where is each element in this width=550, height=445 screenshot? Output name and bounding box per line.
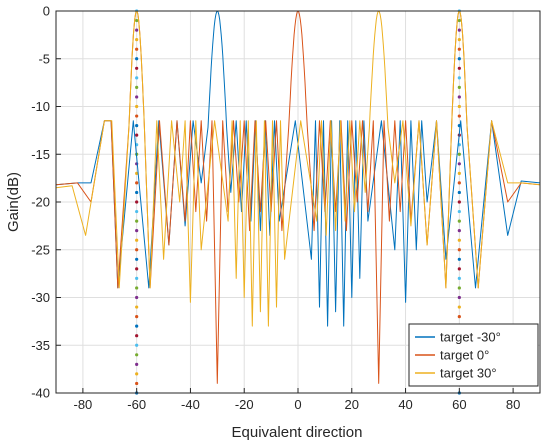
marker-dot [135,76,139,80]
marker-dot [135,66,139,70]
legend-entry: target 0° [440,348,489,363]
marker-dot [457,76,461,80]
marker-dot [135,353,139,357]
marker-dot [135,295,139,300]
marker-dot [135,95,139,99]
y-tick-label: 0 [43,4,50,19]
marker-dot [135,286,139,290]
marker-dot [457,66,461,70]
series-line [55,10,541,327]
marker-dot [457,267,461,271]
marker-dot [135,133,139,137]
marker-dot [135,381,139,386]
x-axis-label: Equivalent direction [232,424,363,441]
marker-dot [135,267,139,271]
marker-dot [135,209,139,214]
marker-dot [135,257,139,261]
marker-dot [135,28,139,32]
marker-dot [135,190,139,195]
marker-dot [135,238,139,242]
marker-dot [457,18,461,23]
y-tick-label: -5 [38,51,50,66]
y-tick-label: -20 [31,195,50,210]
x-tick-label: -20 [235,397,254,412]
marker-dot [135,47,139,51]
marker-dot [457,152,461,156]
marker-dot [457,38,461,42]
legend-entry: target -30° [440,330,501,345]
marker-dot [457,190,461,195]
marker-lines [135,9,461,395]
marker-dot [457,315,461,319]
legend-entry: target 30° [440,366,497,381]
y-tick-label: -30 [31,290,50,305]
marker-dot [457,171,461,175]
marker-dot [457,286,461,290]
marker-dot [457,219,461,223]
marker-dot [135,334,139,338]
y-tick-label: -10 [31,99,50,114]
marker-dot [457,85,461,89]
y-tick-label: -25 [31,242,50,257]
marker-dot [457,57,461,61]
marker-dot [457,28,461,32]
legend: target -30° target 0° target 30° [408,323,539,387]
marker-dot [135,229,139,233]
x-tick-label: 80 [506,397,520,412]
y-axis-label: Gain(dB) [5,172,22,232]
marker-dot [457,181,461,185]
marker-dot [135,219,139,223]
marker-dot [457,229,461,233]
marker-dot [135,124,139,128]
marker-dot [457,114,461,118]
x-tick-label: -60 [127,397,146,412]
marker-dot [135,362,139,366]
x-tick-label: 20 [345,397,359,412]
marker-dot [457,276,461,280]
marker-dot [135,57,139,61]
marker-dot [135,181,139,185]
x-tick-label: 60 [452,397,466,412]
x-tick-label: -40 [181,397,200,412]
marker-dot [135,315,139,319]
marker-dot [135,104,139,109]
marker-dot [457,162,461,166]
marker-dot [457,257,461,261]
marker-dot [135,114,139,118]
marker-dot [135,200,139,204]
marker-dot [135,85,139,89]
marker-dot [135,248,139,252]
marker-dot [457,209,461,214]
x-tick-label: 0 [294,397,301,412]
marker-dot [457,238,461,242]
marker-dot [457,95,461,99]
marker-dot [135,276,139,280]
axis-ticks: -80 -60 -40 -20 0 20 40 60 80 0 -5 -10 -15 -20 -25 -30 -… [31,4,520,413]
marker-dot [135,372,139,376]
marker-dot [457,47,461,51]
marker-dot [457,200,461,204]
marker-dot [457,295,461,300]
marker-dot [457,305,461,309]
marker-dot [135,343,139,347]
marker-dot [135,171,139,175]
marker-dot [457,104,461,109]
marker-dot [457,248,461,252]
y-tick-label: -15 [31,147,50,162]
x-tick-label: -80 [73,397,92,412]
marker-dot [135,18,139,23]
x-tick-label: 40 [398,397,412,412]
y-tick-label: -40 [31,386,50,401]
marker-dot [135,324,139,328]
marker-dot [135,305,139,309]
y-tick-label: -35 [31,338,50,353]
marker-dot [135,38,139,42]
